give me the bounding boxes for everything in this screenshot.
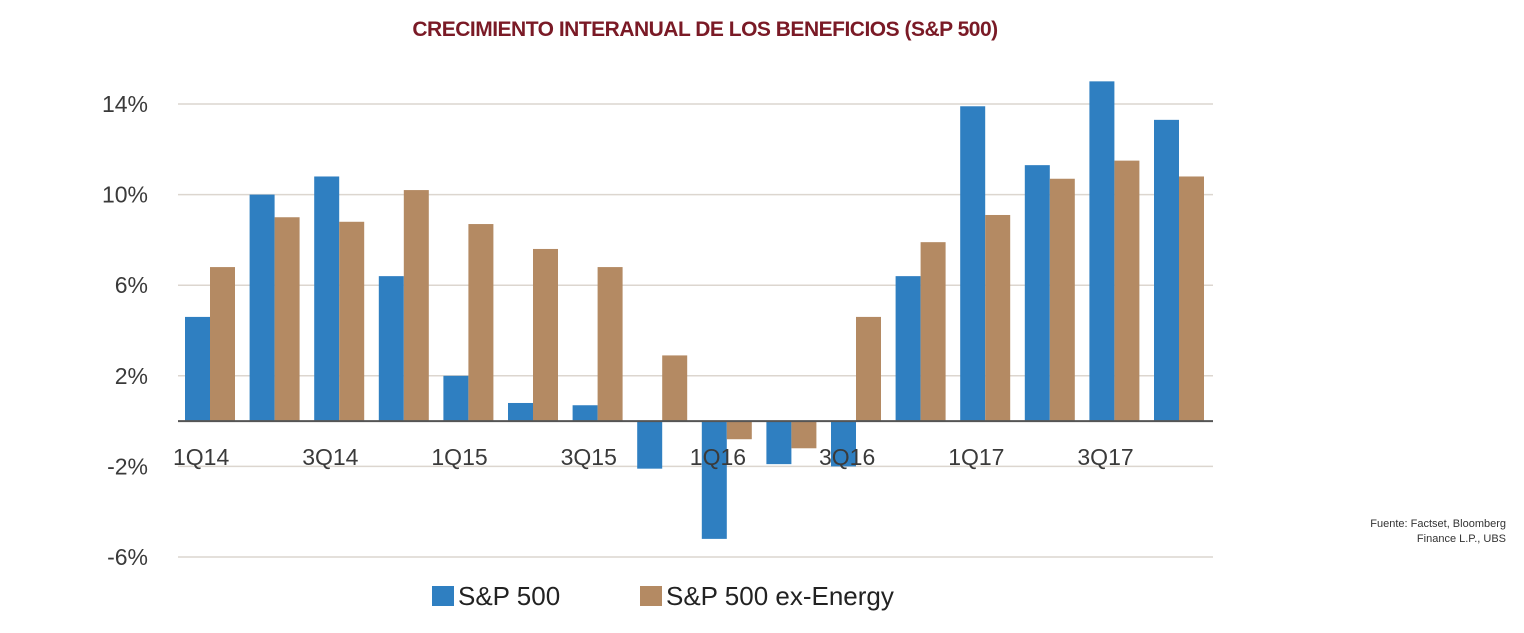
bar-sp500 <box>1024 165 1050 422</box>
y-tick-label: -2% <box>107 453 148 479</box>
legend-swatch <box>432 586 454 606</box>
bar-sp500-ex-energy <box>210 267 235 422</box>
x-axis-ticks: 1Q14 3Q14 1Q15 3Q15 1Q16 3Q16 1Q17 3Q17 <box>173 444 1134 470</box>
bar-sp500-ex-energy <box>1179 176 1204 422</box>
source-note: Fuente: Factset, Bloomberg Finance L.P.,… <box>1246 517 1506 547</box>
bar-sp500 <box>572 405 598 422</box>
source-line-2: Finance L.P., UBS <box>1416 533 1506 545</box>
y-tick-label: 6% <box>115 272 148 298</box>
bar-sp500-ex-energy <box>339 221 365 422</box>
x-tick-label: 1Q14 <box>173 444 229 470</box>
bar-sp500 <box>314 176 340 422</box>
bar-sp500-ex-energy <box>662 355 688 422</box>
bar-sp500 <box>960 106 986 422</box>
bar-sp500 <box>637 421 663 469</box>
bar-sp500-ex-energy <box>1114 160 1140 422</box>
bar-sp500 <box>701 421 727 539</box>
legend-label: S&P 500 <box>458 581 560 611</box>
x-tick-label: 1Q17 <box>948 444 1004 470</box>
legend: S&P 500 S&P 500 ex-Energy <box>432 581 894 611</box>
y-tick-label: 10% <box>102 182 148 208</box>
y-axis-ticks: 14% 10% 6% 2% -2% -6% <box>102 91 148 570</box>
bar-sp500-ex-energy <box>468 224 494 422</box>
x-tick-label: 3Q15 <box>561 444 617 470</box>
bar-sp500-ex-energy <box>726 421 752 440</box>
source-line-1: Fuente: Factset, Bloomberg <box>1370 518 1506 530</box>
bar-sp500-ex-energy <box>791 421 817 449</box>
bar-sp500-ex-energy <box>403 190 429 422</box>
bars <box>185 81 1204 539</box>
bar-sp500-ex-energy <box>985 214 1011 422</box>
bar-sp500 <box>443 375 469 422</box>
legend-swatch <box>640 586 662 606</box>
bar-sp500 <box>1154 119 1179 422</box>
bar-sp500 <box>831 421 856 467</box>
bar-sp500 <box>508 402 533 422</box>
legend-label: S&P 500 ex-Energy <box>666 581 894 611</box>
x-tick-label: 1Q16 <box>690 444 746 470</box>
bar-sp500 <box>378 276 404 422</box>
bar-sp500 <box>895 276 921 422</box>
bar-sp500-ex-energy <box>533 248 558 422</box>
x-tick-label: 3Q16 <box>819 444 875 470</box>
y-tick-label: 14% <box>102 91 148 117</box>
bar-sp500 <box>249 194 275 422</box>
bar-sp500-ex-energy <box>856 316 881 422</box>
bar-sp500-ex-energy <box>597 267 623 422</box>
x-tick-label: 3Q17 <box>1077 444 1133 470</box>
bar-sp500 <box>1089 81 1115 422</box>
bar-sp500-ex-energy <box>274 217 300 422</box>
bar-sp500 <box>766 421 792 465</box>
y-tick-label: 2% <box>115 363 148 389</box>
bar-sp500 <box>185 316 210 422</box>
bar-sp500-ex-energy <box>920 242 946 422</box>
chart-title: CRECIMIENTO INTERANUAL DE LOS BENEFICIOS… <box>412 18 998 41</box>
x-tick-label: 3Q14 <box>302 444 358 470</box>
bar-sp500-ex-energy <box>1049 178 1075 422</box>
x-tick-label: 1Q15 <box>431 444 487 470</box>
y-tick-label: -6% <box>107 544 148 570</box>
